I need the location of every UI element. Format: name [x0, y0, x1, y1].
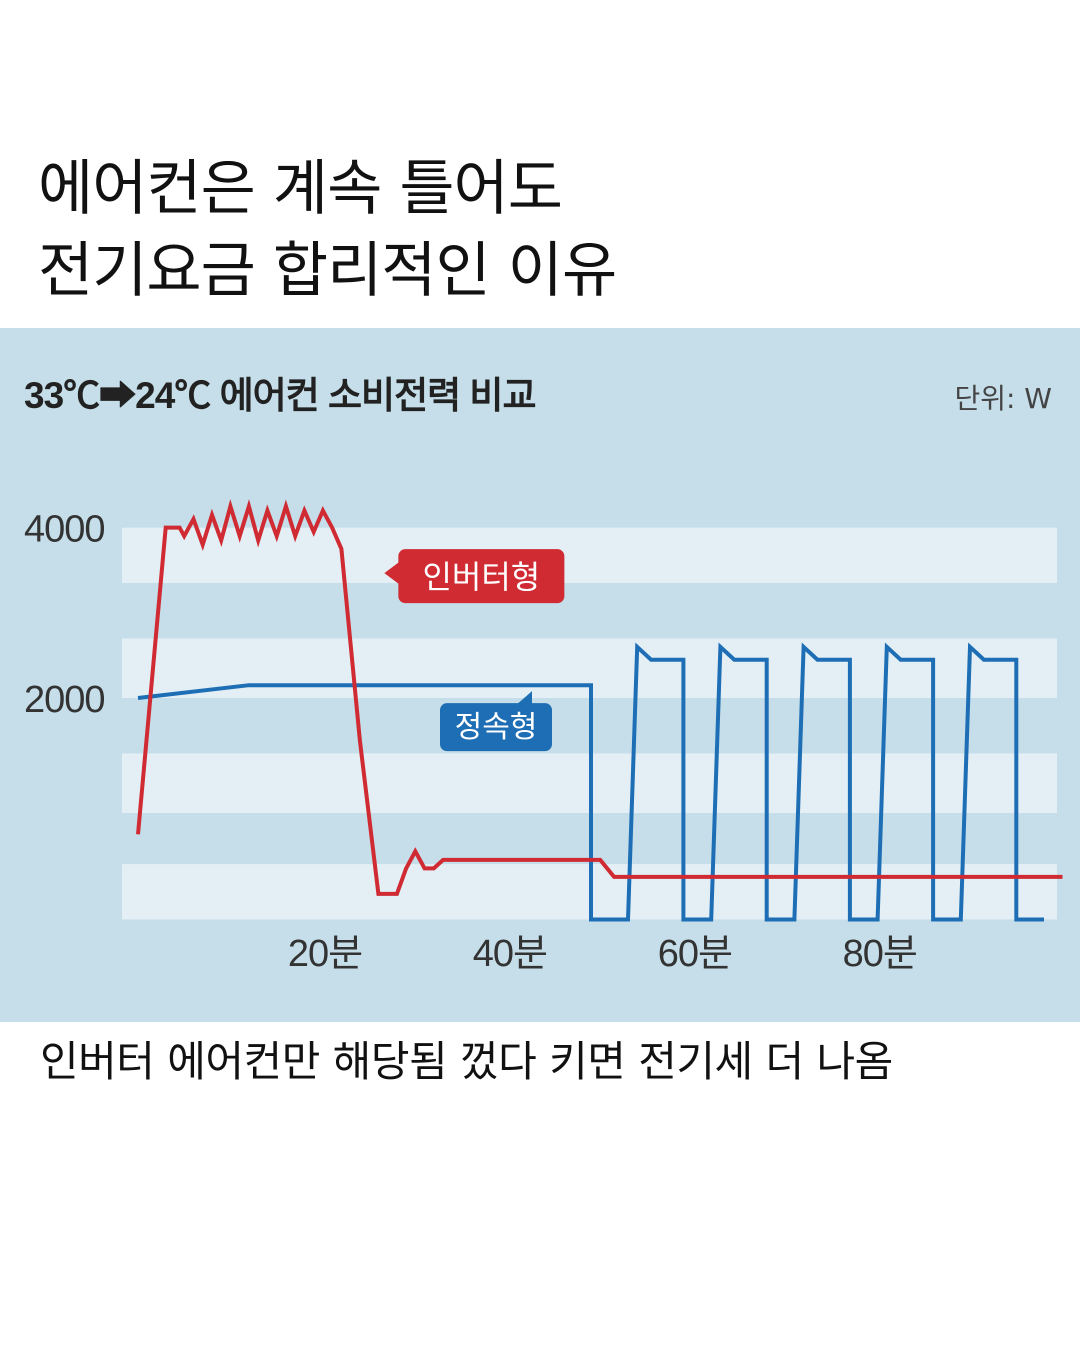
caption: 인버터 에어컨만 해당됨 껐다 키면 전기세 더 나옴 — [40, 1037, 893, 1086]
series-label-box — [440, 703, 552, 752]
x-axis-ticks: 20분 40분 60분 80분 — [288, 933, 918, 975]
y-tick-label: 2000 — [24, 679, 105, 721]
chart-band-0 — [122, 527, 1057, 583]
y-tick-label: 4000 — [24, 509, 105, 551]
chart-title: 33℃➡24℃ 에어컨 소비전력 비교 — [24, 375, 536, 416]
chart: 33℃➡24℃ 에어컨 소비전력 비교 단위: W 4000 2000 20분 40… — [24, 375, 1063, 975]
series-label-1: 정속형 — [440, 691, 552, 752]
series-line-1 — [137, 642, 1044, 922]
chart-series — [136, 499, 1063, 922]
series-line-0 — [136, 499, 1063, 896]
headline: 에어컨은 계속 틀어도 전기요금 합리적인 이유 — [38, 148, 1038, 312]
x-tick-label: 80분 — [843, 933, 917, 975]
x-tick-label: 60분 — [658, 933, 732, 975]
headline-line-2: 전기요금 합리적인 이유 — [38, 236, 617, 306]
x-tick-label: 20분 — [288, 933, 362, 975]
x-tick-label: 40분 — [473, 933, 547, 975]
series-label-text: 인버터형 — [422, 558, 540, 596]
headline-line-1: 에어컨은 계속 틀어도 — [38, 154, 563, 224]
series-label-0: 인버터형 — [384, 549, 565, 604]
y-axis-ticks: 4000 2000 — [24, 509, 106, 721]
series-label-pointer — [384, 561, 401, 586]
series-label-pointer — [516, 691, 532, 706]
series-label-box — [398, 549, 565, 604]
series-label-text: 정속형 — [455, 710, 538, 745]
unit-label: 단위: W — [954, 382, 1052, 415]
chart-panel: 33℃➡24℃ 에어컨 소비전력 비교 단위: W 4000 2000 20분 40… — [0, 328, 1080, 1022]
